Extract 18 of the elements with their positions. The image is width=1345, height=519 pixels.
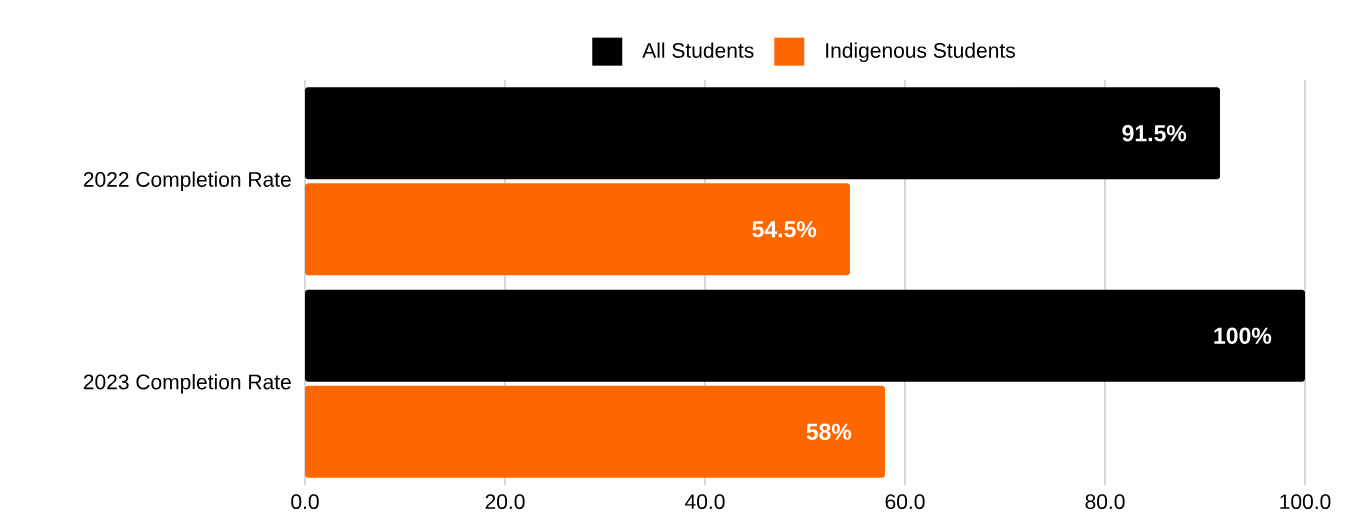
data-label: 58% — [806, 423, 852, 440]
bar — [305, 183, 850, 276]
legend-label: Indigenous Students — [826, 42, 1015, 63]
bar — [305, 87, 1220, 180]
data-label: 100% — [1214, 327, 1272, 344]
x-tick-label: 80.0 — [1085, 494, 1125, 510]
y-tick-label: 2023 Completion Rate — [83, 373, 291, 394]
data-label: 54.5% — [752, 221, 817, 238]
x-tick-label: 60.0 — [885, 494, 925, 510]
data-label: 91.5% — [1122, 125, 1187, 142]
x-tick-label: 100.0 — [1280, 494, 1331, 510]
x-tick-label: 20.0 — [485, 494, 525, 510]
bar — [305, 385, 885, 478]
x-tick-label: 0.0 — [291, 494, 319, 510]
x-tick-label: 40.0 — [685, 494, 725, 510]
legend-label: All Students — [642, 42, 754, 58]
bar — [305, 289, 1305, 382]
y-tick-label: 2022 Completion Rate — [83, 171, 291, 192]
